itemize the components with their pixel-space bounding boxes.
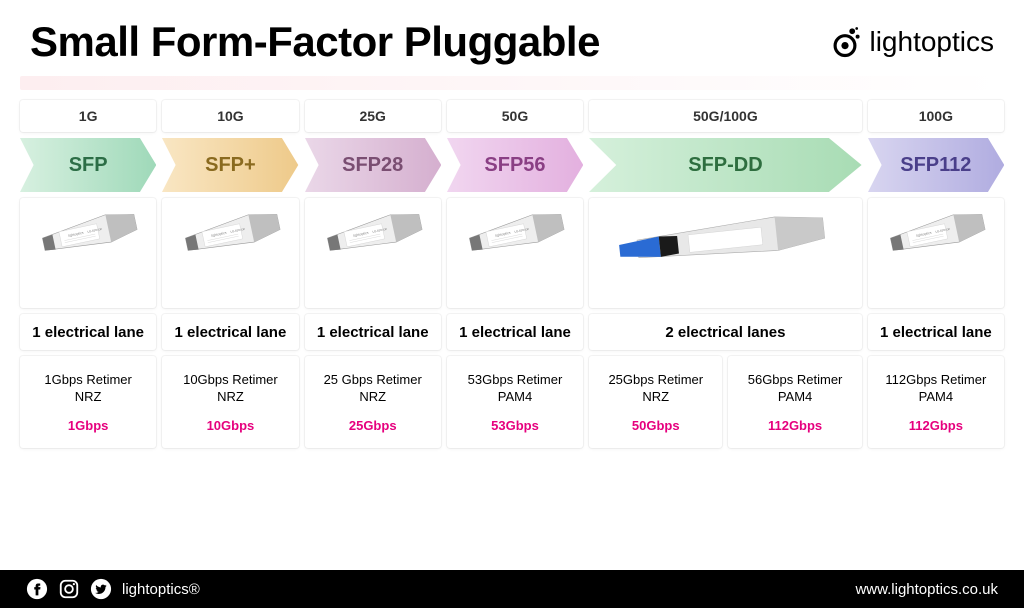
- encoding: PAM4: [919, 389, 953, 404]
- lanes-cell: 1 electrical lane: [20, 314, 156, 350]
- bandwidth: 1Gbps: [68, 418, 108, 433]
- rate-cell: 100G: [868, 100, 1004, 132]
- column-sfp28: 25G SFP28 lightoptics LO-10G-LR 1 electr…: [305, 100, 441, 448]
- footer-handle: lightoptics®: [122, 581, 200, 598]
- retimer-cell: 10Gbps Retimer NRZ 10Gbps: [162, 356, 298, 448]
- retimer-cell: 25 Gbps Retimer NRZ 25Gbps: [305, 356, 441, 448]
- rate-cell: 1G: [20, 100, 156, 132]
- bandwidth: 112Gbps: [768, 418, 822, 433]
- sfp-dd-module-icon: [608, 209, 843, 268]
- module-image-cell: lightoptics LO-10G-LR: [305, 198, 441, 308]
- retimer-pair: 25Gbps Retimer NRZ 50Gbps56Gbps Retimer …: [589, 356, 862, 448]
- rate-cell: 25G: [305, 100, 441, 132]
- lanes-cell: 1 electrical lane: [162, 314, 298, 350]
- sfp-module-icon: lightoptics LO-10G-LR: [880, 209, 992, 258]
- twitter-icon: [90, 578, 112, 600]
- retimer-line: 25 Gbps Retimer: [324, 372, 422, 387]
- lanes-cell: 1 electrical lane: [305, 314, 441, 350]
- encoding: NRZ: [75, 389, 102, 404]
- module-image-cell: lightoptics LO-10G-LR: [162, 198, 298, 308]
- column-sfp: 10G SFP+ lightoptics LO-10G-LR 1 electri…: [162, 100, 298, 448]
- header: Small Form-Factor Pluggable lightoptics: [0, 0, 1024, 76]
- brand-name: lightoptics: [869, 26, 994, 58]
- rate-cell: 10G: [162, 100, 298, 132]
- retimer-cell: 25Gbps Retimer NRZ 50Gbps: [589, 356, 722, 448]
- type-arrow: SFP: [20, 138, 156, 192]
- retimer-line: 1Gbps Retimer: [44, 372, 131, 387]
- encoding: NRZ: [642, 389, 669, 404]
- encoding: PAM4: [778, 389, 812, 404]
- sfp-module-icon: lightoptics LO-10G-LR: [459, 209, 571, 258]
- footer-url: www.lightoptics.co.uk: [855, 581, 998, 598]
- module-image-cell: lightoptics LO-10G-LR: [447, 198, 583, 308]
- encoding: PAM4: [498, 389, 532, 404]
- divider-band: [20, 76, 1004, 90]
- lanes-cell: 1 electrical lane: [447, 314, 583, 350]
- sfp-module-icon: lightoptics LO-10G-LR: [317, 209, 429, 258]
- column-sfp: 1G SFP lightoptics LO-10G-LR 1 electrica…: [20, 100, 156, 448]
- encoding: NRZ: [217, 389, 244, 404]
- facebook-icon: [26, 578, 48, 600]
- retimer-line: 10Gbps Retimer: [183, 372, 278, 387]
- column-sfp56: 50G SFP56 lightoptics LO-10G-LR 1 electr…: [447, 100, 583, 448]
- module-image-cell: [589, 198, 862, 308]
- retimer-line: 25Gbps Retimer: [608, 372, 703, 387]
- bandwidth: 50Gbps: [632, 418, 680, 433]
- type-arrow: SFP+: [162, 138, 298, 192]
- footer-social: lightoptics®: [26, 578, 200, 600]
- retimer-line: 56Gbps Retimer: [748, 372, 843, 387]
- column-sfp112: 100G SFP112 lightoptics LO-10G-LR 1 elec…: [868, 100, 1004, 448]
- retimer-cell: 53Gbps Retimer PAM4 53Gbps: [447, 356, 583, 448]
- type-arrow: SFP28: [305, 138, 441, 192]
- retimer-cell: 112Gbps Retimer PAM4 112Gbps: [868, 356, 1004, 448]
- rate-cell: 50G/100G: [589, 100, 862, 132]
- page-title: Small Form-Factor Pluggable: [30, 18, 600, 66]
- retimer-line: 53Gbps Retimer: [468, 372, 563, 387]
- lanes-cell: 1 electrical lane: [868, 314, 1004, 350]
- retimer-line: 112Gbps Retimer: [885, 372, 986, 387]
- type-arrow: SFP56: [447, 138, 583, 192]
- bandwidth: 53Gbps: [491, 418, 539, 433]
- column-sfpdd: 50G/100G SFP-DD 2 electrical lanes 25Gbps…: [589, 100, 862, 448]
- module-image-cell: lightoptics LO-10G-LR: [868, 198, 1004, 308]
- type-arrow: SFP-DD: [589, 138, 862, 192]
- bandwidth: 10Gbps: [207, 418, 255, 433]
- module-image-cell: lightoptics LO-10G-LR: [20, 198, 156, 308]
- brand-logo-mark-icon: [827, 24, 863, 60]
- rate-cell: 50G: [447, 100, 583, 132]
- sfp-module-icon: lightoptics LO-10G-LR: [32, 209, 144, 258]
- sfp-module-icon: lightoptics LO-10G-LR: [175, 209, 287, 258]
- footer: lightoptics® www.lightoptics.co.uk: [0, 570, 1024, 608]
- lanes-cell: 2 electrical lanes: [589, 314, 862, 350]
- brand-logo: lightoptics: [827, 24, 994, 60]
- bandwidth: 25Gbps: [349, 418, 397, 433]
- instagram-icon: [58, 578, 80, 600]
- retimer-cell: 1Gbps Retimer NRZ 1Gbps: [20, 356, 156, 448]
- type-arrow: SFP112: [868, 138, 1004, 192]
- bandwidth: 112Gbps: [909, 418, 963, 433]
- comparison-table: 1G SFP lightoptics LO-10G-LR 1 electrica…: [0, 100, 1024, 448]
- retimer-cell: 56Gbps Retimer PAM4 112Gbps: [728, 356, 861, 448]
- encoding: NRZ: [359, 389, 386, 404]
